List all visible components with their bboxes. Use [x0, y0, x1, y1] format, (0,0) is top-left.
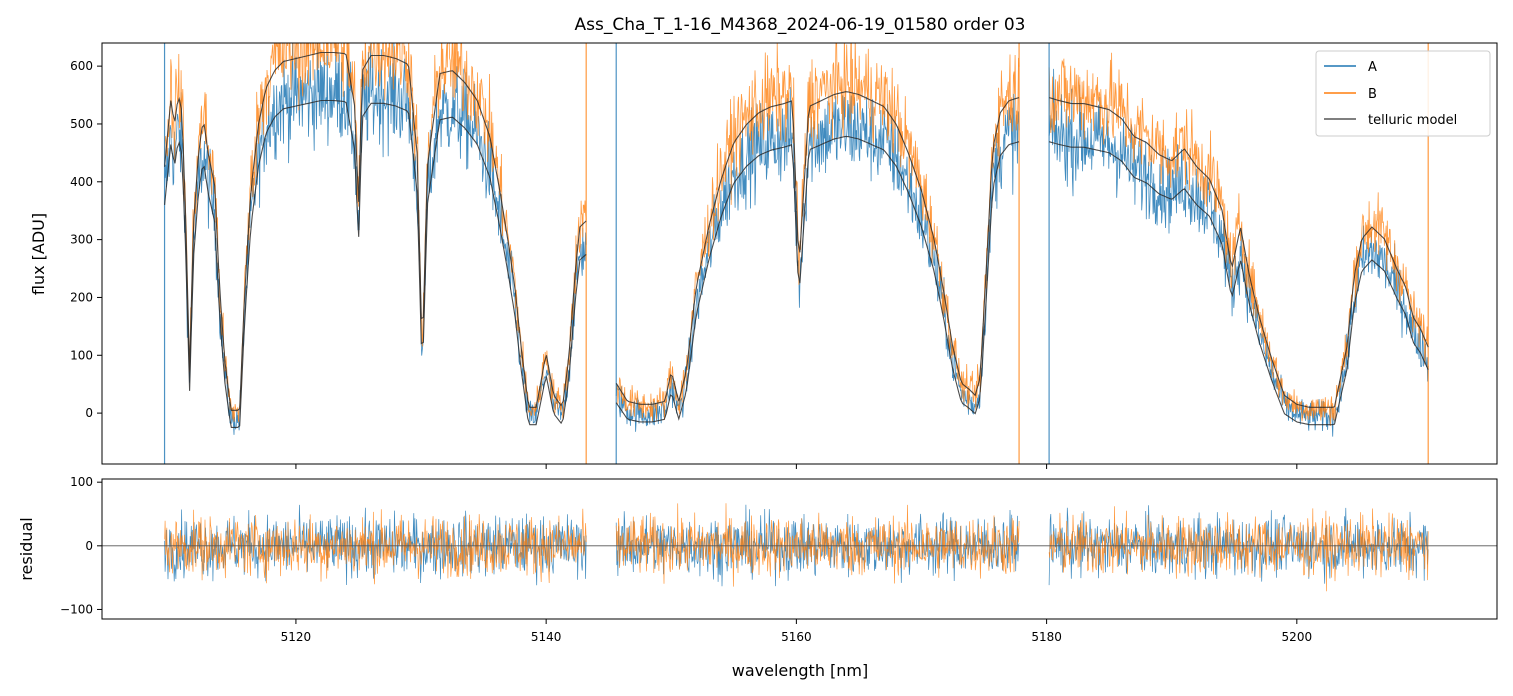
- x-axis-label: wavelength [nm]: [732, 661, 869, 680]
- telluric-model-a: [164, 99, 1429, 428]
- residual-plot-area: [102, 503, 1497, 592]
- residual-y-ticks: −100 0 100: [60, 475, 102, 616]
- residual-b-line: [164, 503, 1429, 592]
- flux-y-tick-label: 400: [70, 175, 93, 189]
- legend-label-a: A: [1368, 60, 1377, 75]
- chart-title: Ass_Cha_T_1-16_M4368_2024-06-19_01580 or…: [575, 15, 1026, 35]
- legend-label-b: B: [1368, 87, 1377, 102]
- residual-y-tick-label: 100: [70, 475, 93, 489]
- flux-y-tick-label: 100: [70, 348, 93, 362]
- flux-y-tick-label: 0: [85, 406, 93, 420]
- flux-y-tick-label: 200: [70, 290, 93, 304]
- x-tick-label: 5140: [531, 630, 562, 644]
- residual-panel-frame: [101, 478, 1498, 620]
- flux-plot-area: [163, 43, 1429, 464]
- flux-panel: 0 100 200 300 400 500 600 flux [ADU] A B tellu…: [29, 42, 1498, 469]
- legend: A B telluric model: [1315, 50, 1491, 137]
- flux-y-ticks: 0 100 200 300 400 500 600: [70, 59, 102, 420]
- x-tick-label: 5160: [781, 630, 812, 644]
- legend-label-model: telluric model: [1368, 113, 1457, 128]
- residual-panel: −100 0 100 5120 5140 5160 5180 5200 residual w…: [17, 475, 1498, 680]
- x-tick-label: 5120: [281, 630, 312, 644]
- x-tick-label: 5200: [1282, 630, 1313, 644]
- flux-y-tick-label: 600: [70, 59, 93, 73]
- residual-y-tick-label: 0: [85, 539, 93, 553]
- residual-y-axis-label: residual: [17, 517, 36, 580]
- telluric-model-b: [164, 51, 1429, 411]
- flux-x-ticks: [295, 464, 1298, 469]
- legend-frame: [1315, 50, 1491, 137]
- flux-y-axis-label: flux [ADU]: [29, 213, 48, 295]
- residual-y-tick-label: −100: [60, 602, 93, 616]
- flux-y-tick-label: 500: [70, 117, 93, 131]
- flux-panel-frame: [101, 42, 1498, 465]
- flux-y-tick-label: 300: [70, 233, 93, 247]
- x-tick-label: 5180: [1031, 630, 1062, 644]
- residual-x-ticks: 5120 5140 5160 5180 5200: [281, 619, 1312, 644]
